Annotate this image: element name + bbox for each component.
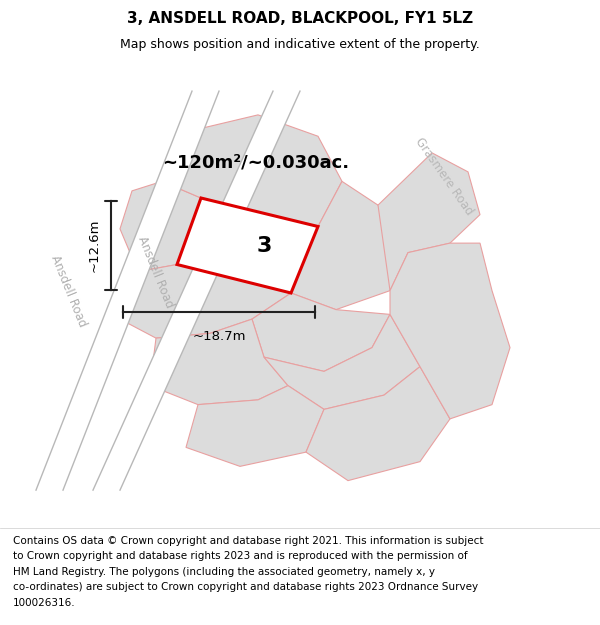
Polygon shape <box>120 181 201 272</box>
Polygon shape <box>93 91 300 490</box>
Text: Grasmere Road: Grasmere Road <box>412 136 476 218</box>
Polygon shape <box>36 91 219 490</box>
Text: Ansdell Road: Ansdell Road <box>136 234 176 309</box>
Text: 100026316.: 100026316. <box>13 598 76 608</box>
Polygon shape <box>150 319 288 404</box>
Polygon shape <box>177 198 318 293</box>
Text: Ansdell Road: Ansdell Road <box>49 253 89 329</box>
Polygon shape <box>120 264 291 338</box>
Polygon shape <box>264 314 420 409</box>
Polygon shape <box>390 243 510 419</box>
Text: ~120m²/~0.030ac.: ~120m²/~0.030ac. <box>162 153 349 171</box>
Polygon shape <box>162 115 342 226</box>
Text: 3: 3 <box>257 236 272 256</box>
Text: 3, ANSDELL ROAD, BLACKPOOL, FY1 5LZ: 3, ANSDELL ROAD, BLACKPOOL, FY1 5LZ <box>127 11 473 26</box>
Polygon shape <box>186 386 324 466</box>
Text: HM Land Registry. The polygons (including the associated geometry, namely x, y: HM Land Registry. The polygons (includin… <box>13 567 435 577</box>
Polygon shape <box>378 153 480 291</box>
Text: to Crown copyright and database rights 2023 and is reproduced with the permissio: to Crown copyright and database rights 2… <box>13 551 468 561</box>
Text: Map shows position and indicative extent of the property.: Map shows position and indicative extent… <box>120 38 480 51</box>
Text: Contains OS data © Crown copyright and database right 2021. This information is : Contains OS data © Crown copyright and d… <box>13 536 484 546</box>
Polygon shape <box>252 293 390 371</box>
Polygon shape <box>306 367 450 481</box>
Polygon shape <box>291 181 408 309</box>
Text: co-ordinates) are subject to Crown copyright and database rights 2023 Ordnance S: co-ordinates) are subject to Crown copyr… <box>13 582 478 592</box>
Text: ~18.7m: ~18.7m <box>192 330 246 343</box>
Text: ~12.6m: ~12.6m <box>87 219 100 272</box>
